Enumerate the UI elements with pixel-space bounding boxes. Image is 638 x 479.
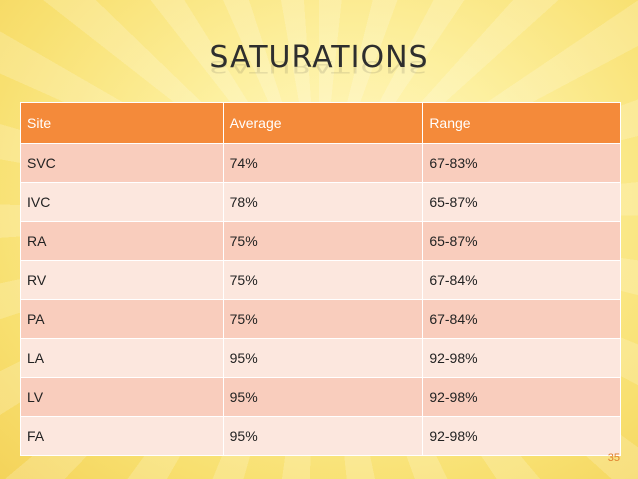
- table-row: IVC 78% 65-87%: [20, 182, 621, 222]
- cell-site: IVC: [20, 182, 224, 222]
- cell-average: 95%: [222, 377, 424, 417]
- table-row: PA 75% 67-84%: [20, 299, 621, 339]
- table-row: LV 95% 92-98%: [20, 377, 621, 417]
- cell-site: RA: [20, 221, 224, 261]
- table-header-row: Site Average Range: [20, 102, 621, 144]
- header-average: Average: [222, 102, 424, 144]
- cell-range: 92-98%: [422, 377, 621, 417]
- cell-site: LA: [20, 338, 224, 378]
- table-row: LA 95% 92-98%: [20, 338, 621, 378]
- cell-site: SVC: [20, 143, 224, 183]
- cell-range: 65-87%: [422, 182, 621, 222]
- cell-average: 75%: [222, 260, 424, 300]
- cell-range: 67-83%: [422, 143, 621, 183]
- cell-site: RV: [20, 260, 224, 300]
- cell-average: 95%: [222, 416, 424, 456]
- page-number: 35: [607, 452, 620, 464]
- cell-range: 92-98%: [422, 338, 621, 378]
- slide-title: SATURATIONS: [209, 40, 429, 75]
- cell-range: 67-84%: [422, 260, 621, 300]
- cell-range: 65-87%: [422, 221, 621, 261]
- cell-range: 92-98%: [422, 416, 621, 456]
- header-range: Range: [422, 102, 621, 144]
- cell-range: 67-84%: [422, 299, 621, 339]
- table-row: RA 75% 65-87%: [20, 221, 621, 261]
- cell-site: LV: [20, 377, 224, 417]
- cell-average: 74%: [222, 143, 424, 183]
- table-row: RV 75% 67-84%: [20, 260, 621, 300]
- header-site: Site: [20, 102, 224, 144]
- cell-site: PA: [20, 299, 224, 339]
- cell-average: 75%: [222, 299, 424, 339]
- cell-average: 75%: [222, 221, 424, 261]
- table-row: SVC 74% 67-83%: [20, 143, 621, 183]
- table-row: FA 95% 92-98%: [20, 416, 621, 456]
- cell-site: FA: [20, 416, 224, 456]
- saturations-table: Site Average Range SVC 74% 67-83% IVC 78…: [20, 102, 621, 456]
- cell-average: 95%: [222, 338, 424, 378]
- cell-average: 78%: [222, 182, 424, 222]
